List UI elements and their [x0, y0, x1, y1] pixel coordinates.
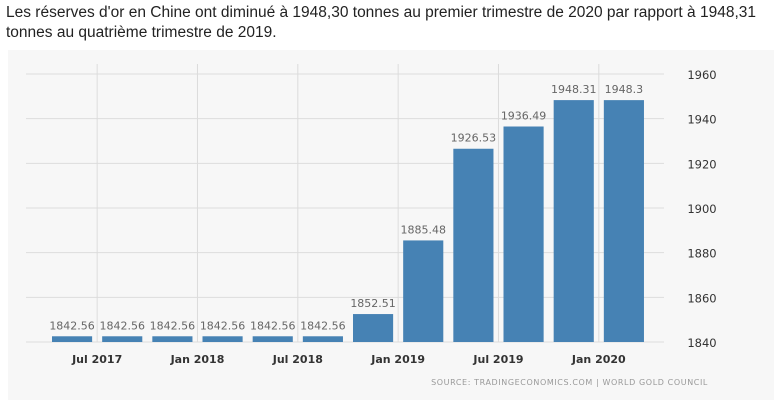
x-tick-label: Jan 2019: [370, 353, 425, 366]
data-label: 1948.3: [605, 83, 644, 96]
x-tick-label: Jul 2017: [71, 353, 122, 366]
gold-reserves-bar-chart: 1840 1860 1880 1900 1920 1940 1960 Jul 2017 Jan …: [26, 64, 717, 366]
data-label: 1842.56: [250, 319, 296, 332]
bar-2017-q3: [102, 336, 143, 342]
bar-2018-q1: [202, 336, 243, 342]
data-label: 1852.51: [350, 297, 396, 310]
bar-2018-q2: [252, 336, 293, 342]
bar-2019-q3: [503, 126, 544, 342]
bar-2020-q1: [603, 100, 644, 342]
bar-2018-q3: [302, 336, 343, 342]
bar-2019-q1: [403, 240, 444, 342]
y-tick-label: 1860: [687, 291, 716, 305]
chart-panel: 1840 1860 1880 1900 1920 1940 1960 Jul 2017 Jan …: [8, 50, 774, 400]
data-label: 1842.56: [99, 319, 145, 332]
chart-headline: Les réserves d'or en Chine ont diminué à…: [6, 4, 757, 41]
data-label: 1885.48: [400, 223, 446, 236]
y-tick-label: 1840: [687, 336, 716, 350]
y-tick-label: 1940: [687, 113, 716, 127]
chart-source[interactable]: SOURCE: TRADINGECONOMICS.COM | WORLD GOL…: [431, 378, 708, 387]
x-tick-label: Jul 2019: [472, 353, 523, 366]
x-tick-label: Jan 2018: [170, 353, 225, 366]
y-tick-label: 1920: [687, 157, 716, 171]
x-tick-label: Jan 2020: [571, 353, 626, 366]
bar-2019-q4: [553, 100, 594, 342]
bar-2019-q2: [453, 148, 494, 342]
data-label: 1842.56: [49, 319, 95, 332]
bar-2017-q2: [52, 336, 93, 342]
y-tick-label: 1900: [687, 202, 716, 216]
bar-2017-q4: [152, 336, 193, 342]
y-tick-label: 1880: [687, 247, 716, 261]
data-label: 1926.53: [451, 132, 497, 145]
bar-2018-q4: [353, 314, 394, 342]
data-label: 1936.49: [501, 110, 547, 123]
data-label: 1948.31: [551, 83, 597, 96]
data-label: 1842.56: [300, 319, 346, 332]
data-label: 1842.56: [150, 319, 196, 332]
data-label: 1842.56: [200, 319, 246, 332]
x-tick-label: Jul 2018: [272, 353, 323, 366]
y-tick-label: 1960: [687, 68, 716, 82]
